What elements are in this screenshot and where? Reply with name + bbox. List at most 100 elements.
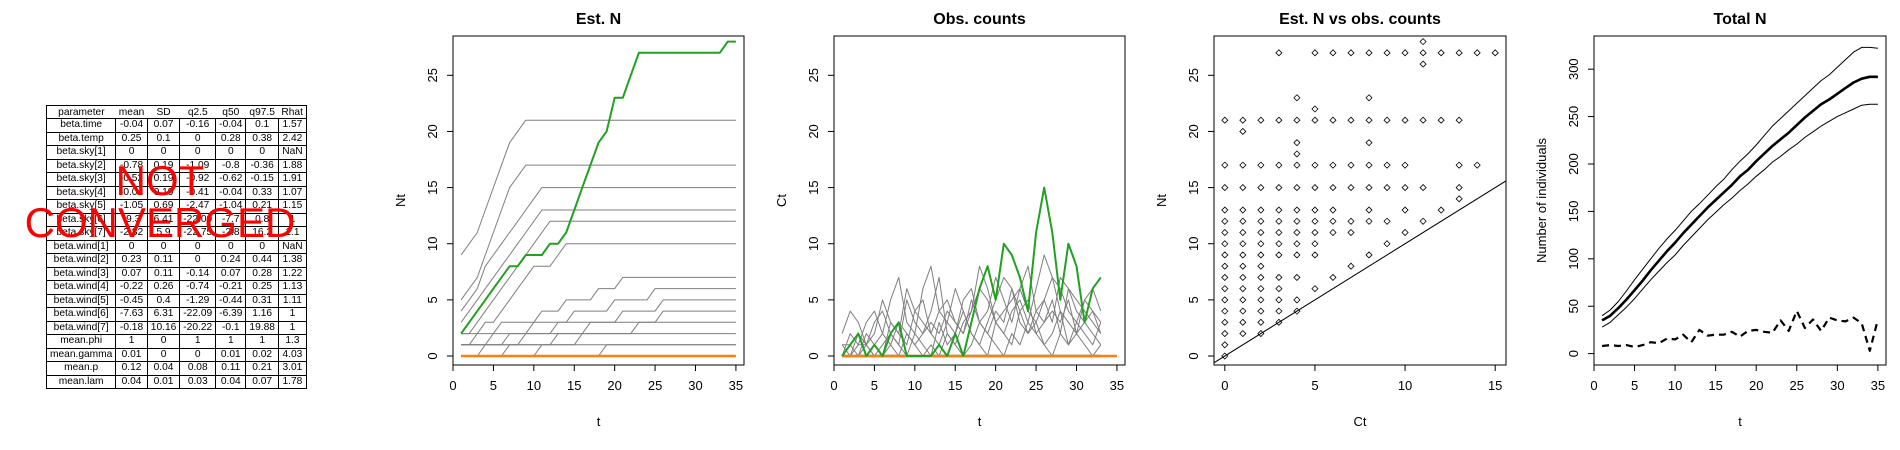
scatter-point	[1329, 161, 1337, 169]
y-tick-label: 25	[1186, 68, 1201, 82]
scatter-point	[1221, 228, 1229, 237]
chart-panel-4: Total N t Number of individuals 0 5 10 15 20 25 3…	[1534, 11, 1887, 429]
scatter-point	[1257, 228, 1265, 237]
scatter-point	[1329, 206, 1337, 214]
grey-series-line	[460, 119, 736, 256]
scatter-point	[1293, 94, 1301, 102]
scatter-point	[1275, 285, 1283, 293]
scatter-point	[1275, 273, 1283, 281]
table-cell: 2.42	[277, 131, 307, 146]
scatter-point	[1257, 206, 1265, 214]
table-cell: 1.22	[277, 266, 307, 281]
x-tick-label: 5	[490, 378, 497, 393]
table-row: beta.time -0.04 0.07 -0.16 -0.04 0.1 1.57	[45, 118, 307, 133]
scatter-point	[1257, 285, 1265, 293]
x-tick-label: 25	[648, 378, 662, 393]
x-axis-label: Ct	[1354, 414, 1367, 429]
scatter-point	[1419, 184, 1427, 192]
table-cell: 1.3	[277, 334, 307, 349]
scatter-point	[1383, 240, 1391, 248]
y-tick-label: 5	[425, 296, 440, 303]
scatter-point	[1365, 49, 1373, 57]
table-header-cell: Rhat	[281, 106, 303, 118]
x-tick-label: 15	[1488, 378, 1502, 393]
table-cell: beta.wind[2]	[45, 253, 117, 268]
table-row: beta.wind[6] -7.63 6.31 -22.09 -6.39 1.16 1	[45, 307, 307, 322]
scatter-point	[1239, 240, 1247, 248]
scatter-point	[1239, 318, 1247, 326]
table-cell: 6.31	[146, 307, 181, 322]
scatter-point	[1275, 307, 1283, 315]
scatter-point	[1239, 307, 1247, 315]
scatter-point	[1293, 251, 1301, 259]
grey-series-line	[841, 265, 1102, 357]
scatter-point	[1473, 49, 1481, 57]
table-cell: 1	[215, 334, 247, 349]
table-cell: -22.09	[179, 307, 217, 322]
scatter-point	[1221, 307, 1229, 315]
table-cell: 0.26	[146, 280, 181, 295]
scatter-point	[1221, 240, 1229, 248]
y-tick-label: 10	[425, 236, 440, 250]
table-cell: 1	[179, 334, 217, 349]
table-cell: 0.07	[215, 266, 247, 281]
table-cell: 0.02	[245, 347, 279, 362]
scatter-point	[1401, 184, 1409, 192]
scatter-point	[1293, 161, 1301, 169]
scatter-point	[1347, 184, 1355, 192]
y-tick-label: 25	[425, 68, 440, 82]
scatter-point	[1365, 184, 1373, 192]
table-cell: 0.01	[215, 347, 247, 362]
scatter-point	[1221, 116, 1229, 124]
scatter-point	[1221, 217, 1229, 225]
scatter-point	[1365, 206, 1373, 214]
table-cell: -20.22	[179, 320, 217, 335]
table-cell: 0.07	[146, 118, 181, 133]
scatter-point	[1275, 161, 1283, 169]
scatter-point	[1221, 352, 1229, 360]
scatter-point	[1239, 184, 1247, 192]
scatter-point	[1221, 251, 1229, 259]
table-row: beta.sky[3] -0.52 0.19 -0.92 -0.62 -0.15 1.91	[45, 172, 307, 187]
y-tick-label: 0	[1566, 350, 1581, 357]
scatter-point	[1311, 184, 1319, 192]
table-cell: -7.63	[115, 307, 148, 322]
scatter-point	[1347, 262, 1355, 270]
grey-series-line	[461, 310, 736, 346]
table-cell: 1	[115, 334, 148, 349]
y-tick-label: 10	[806, 236, 821, 250]
x-tick-label: 25	[1029, 378, 1043, 393]
scatter-point	[1257, 273, 1265, 281]
table-cell: 0.11	[215, 361, 247, 376]
y-tick-label: 5	[1186, 296, 1201, 303]
table-row: mean.lam 0.04 0.01 0.03 0.04 0.07 1.78	[45, 374, 307, 389]
table-cell: 0.28	[215, 131, 247, 146]
x-tick-label: 5	[1631, 378, 1638, 393]
scatter-point	[1275, 217, 1283, 225]
scatter-point	[1221, 184, 1229, 192]
scatter-point	[1311, 49, 1319, 57]
scatter-point	[1275, 296, 1283, 304]
table-cell: beta.wind[3]	[45, 266, 117, 281]
y-tick-label: 20	[425, 124, 440, 138]
x-tick-label: 10	[527, 378, 541, 393]
scatter-point	[1257, 318, 1265, 326]
table-cell: 0.1	[146, 131, 181, 146]
table-cell: -1.29	[179, 293, 217, 308]
scatter-point	[1419, 60, 1427, 68]
table-row: beta.wind[5] -0.45 0.4 -1.29 -0.44 0.31 1.11	[45, 293, 307, 308]
table-cell: 0.12	[115, 361, 148, 376]
scatter-point	[1293, 150, 1301, 158]
table-cell: 0.11	[146, 253, 181, 268]
table-cell: beta.wind[4]	[45, 280, 117, 295]
scatter-point	[1311, 161, 1319, 169]
x-tick-label: 5	[871, 378, 878, 393]
scatter-point	[1419, 38, 1427, 46]
x-tick-label: 20	[1749, 378, 1763, 393]
scatter-point	[1365, 251, 1373, 259]
grey-series-line	[461, 333, 736, 357]
scatter-point	[1257, 240, 1265, 248]
table-cell: 0.28	[245, 266, 279, 281]
table-cell: 1.13	[277, 280, 307, 295]
table-cell: -0.16	[179, 118, 217, 133]
